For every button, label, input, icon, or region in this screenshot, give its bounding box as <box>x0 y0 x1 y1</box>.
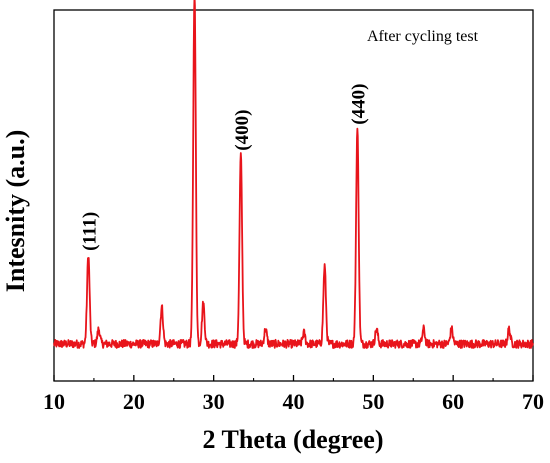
x-tick-label: 10 <box>43 389 65 414</box>
y-axis-title: Intesnity (a.u.) <box>1 130 30 293</box>
x-axis-title: 2 Theta (degree) <box>203 425 384 454</box>
peak-labels: (111)(311)(400)(440) <box>79 84 369 251</box>
x-tick-label: 70 <box>522 389 544 414</box>
plot-frame <box>53 9 534 382</box>
x-tick-label: 60 <box>442 389 464 414</box>
peak-label: (400) <box>232 110 253 151</box>
x-tick-label: 40 <box>283 389 305 414</box>
x-tick-label: 20 <box>123 389 145 414</box>
x-tick-label: 50 <box>362 389 384 414</box>
x-tick-label: 30 <box>203 389 225 414</box>
axes: 10 20 30 40 50 60 70 <box>43 9 544 414</box>
xrd-pattern-line <box>53 0 534 349</box>
annotation-text: After cycling test <box>367 28 479 45</box>
peak-label: (440) <box>348 84 369 125</box>
peak-label: (111) <box>79 212 100 251</box>
